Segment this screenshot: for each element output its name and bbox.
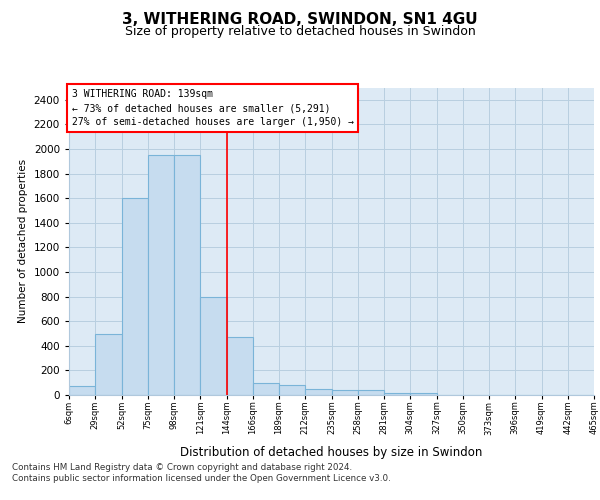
Text: Contains HM Land Registry data © Crown copyright and database right 2024.: Contains HM Land Registry data © Crown c…	[12, 462, 352, 471]
Bar	[174, 155, 200, 395]
Bar	[121, 198, 148, 395]
Bar	[410, 392, 437, 395]
X-axis label: Distribution of detached houses by size in Swindon: Distribution of detached houses by size …	[181, 446, 482, 458]
Bar	[331, 390, 358, 395]
Bar	[253, 382, 279, 395]
Text: Contains public sector information licensed under the Open Government Licence v3: Contains public sector information licen…	[12, 474, 391, 483]
Bar	[95, 334, 121, 395]
Bar	[69, 386, 95, 395]
Bar	[305, 389, 331, 395]
Text: 3 WITHERING ROAD: 139sqm
← 73% of detached houses are smaller (5,291)
27% of sem: 3 WITHERING ROAD: 139sqm ← 73% of detach…	[71, 89, 353, 127]
Text: 3, WITHERING ROAD, SWINDON, SN1 4GU: 3, WITHERING ROAD, SWINDON, SN1 4GU	[122, 12, 478, 28]
Bar	[358, 390, 384, 395]
Y-axis label: Number of detached properties: Number of detached properties	[18, 159, 28, 324]
Bar	[148, 155, 174, 395]
Bar	[227, 336, 253, 395]
Text: Size of property relative to detached houses in Swindon: Size of property relative to detached ho…	[125, 25, 475, 38]
Bar	[384, 392, 410, 395]
Bar	[200, 296, 227, 395]
Bar	[279, 385, 305, 395]
